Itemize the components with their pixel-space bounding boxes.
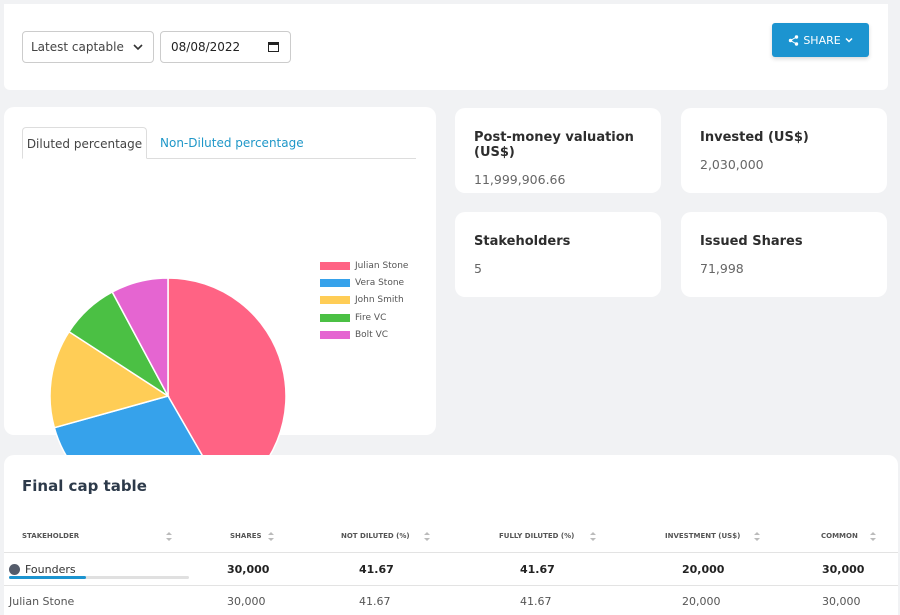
- legend-item[interactable]: Vera Stone: [320, 274, 408, 291]
- divider: [4, 585, 898, 586]
- stat-label: Invested (US$): [700, 130, 809, 145]
- cap-table-title: Final cap table: [22, 477, 147, 495]
- ownership-progress-fill: [9, 576, 87, 579]
- cell-not-diluted: 41.67: [359, 595, 391, 608]
- column-header-shares[interactable]: SHARES: [230, 532, 262, 540]
- legend-swatch: [320, 278, 350, 287]
- cell-shares: 30,000: [227, 563, 270, 576]
- legend-label: John Smith: [355, 295, 404, 306]
- cap-table-card: Final cap table STAKEHOLDER SHARES NOT D…: [4, 455, 898, 615]
- cell-common: 30,000: [822, 563, 865, 576]
- legend-label: Fire VC: [355, 312, 387, 323]
- captable-select[interactable]: Latest captable: [22, 31, 154, 63]
- ownership-chart-card: Diluted percentage Non-Diluted percentag…: [4, 107, 436, 515]
- stat-value: 2,030,000: [700, 157, 764, 172]
- post-money-valuation-card: Post-money valuation (US$) 11,999,906.66: [455, 108, 661, 193]
- chart-legend: Julian Stone Vera Stone John Smith Fire VC B…: [320, 257, 408, 343]
- legend-item[interactable]: John Smith: [320, 292, 408, 309]
- divider: [4, 552, 898, 553]
- captable-select-value: Latest captable: [31, 40, 124, 54]
- legend-swatch: [320, 261, 350, 270]
- cell-common: 30,000: [822, 595, 861, 608]
- issued-shares-card: Issued Shares 71,998: [681, 212, 887, 297]
- legend-label: Bolt VC: [355, 329, 389, 340]
- sort-icon[interactable]: [870, 531, 876, 542]
- date-input-value: 08/08/2022: [171, 40, 241, 54]
- cell-not-diluted: 41.67: [359, 563, 394, 576]
- cell-stakeholder: Julian Stone: [9, 595, 75, 608]
- chevron-down-icon: [845, 37, 853, 43]
- legend-swatch: [320, 313, 350, 322]
- cell-investment: 20,000: [682, 563, 725, 576]
- date-input[interactable]: 08/08/2022: [160, 31, 291, 63]
- sort-icon[interactable]: [268, 531, 274, 542]
- top-toolbar: Latest captable 08/08/2022 SHARE: [4, 4, 888, 90]
- share-button[interactable]: SHARE: [772, 23, 869, 57]
- pie-slice-john-smith[interactable]: [49, 330, 170, 429]
- column-header-investment[interactable]: INVESTMENT (US$): [665, 532, 741, 540]
- column-header-stakeholder[interactable]: STAKEHOLDER: [22, 532, 80, 540]
- invested-card: Invested (US$) 2,030,000: [681, 108, 887, 193]
- legend-item[interactable]: Julian Stone: [320, 257, 408, 274]
- calendar-icon[interactable]: [268, 41, 279, 52]
- stat-label: Issued Shares: [700, 234, 803, 249]
- legend-label: Vera Stone: [355, 277, 405, 288]
- group-name: Founders: [25, 563, 76, 576]
- chevron-down-icon: [133, 44, 143, 51]
- cell-investment: 20,000: [682, 595, 721, 608]
- legend-item[interactable]: Fire VC: [320, 309, 408, 326]
- stat-label: Post-money valuation (US$): [474, 130, 634, 160]
- cell-fully-diluted: 41.67: [520, 563, 555, 576]
- tab-non-diluted-percentage[interactable]: Non-Diluted percentage: [160, 136, 304, 150]
- share-label: SHARE: [803, 33, 841, 47]
- ownership-progress-bar: [9, 576, 189, 579]
- cell-fully-diluted: 41.67: [520, 595, 552, 608]
- sort-icon[interactable]: [590, 531, 596, 542]
- share-icon: [789, 34, 799, 46]
- stat-value: 11,999,906.66: [474, 172, 566, 187]
- group-row-founders[interactable]: Founders: [9, 563, 76, 576]
- sort-icon[interactable]: [424, 531, 430, 542]
- stat-value: 71,998: [700, 261, 744, 276]
- pie-slice-bolt-vc[interactable]: [111, 277, 169, 397]
- expand-icon[interactable]: [9, 564, 20, 575]
- column-header-not-diluted[interactable]: NOT DILUTED (%): [341, 532, 410, 540]
- legend-label: Julian Stone: [355, 260, 409, 271]
- legend-swatch: [320, 330, 350, 339]
- legend-item[interactable]: Bolt VC: [320, 326, 408, 343]
- stat-value: 5: [474, 261, 482, 276]
- column-header-common[interactable]: COMMON: [821, 532, 858, 540]
- sort-icon[interactable]: [754, 531, 760, 542]
- legend-swatch: [320, 296, 350, 305]
- stakeholders-card: Stakeholders 5: [455, 212, 661, 297]
- sort-icon[interactable]: [166, 531, 172, 542]
- stat-label: Stakeholders: [474, 234, 571, 249]
- cell-shares: 30,000: [227, 595, 266, 608]
- column-header-fully-diluted[interactable]: FULLY DILUTED (%): [499, 532, 575, 540]
- chart-tabs: Diluted percentage Non-Diluted percentag…: [22, 127, 416, 159]
- tab-diluted-percentage[interactable]: Diluted percentage: [22, 127, 147, 159]
